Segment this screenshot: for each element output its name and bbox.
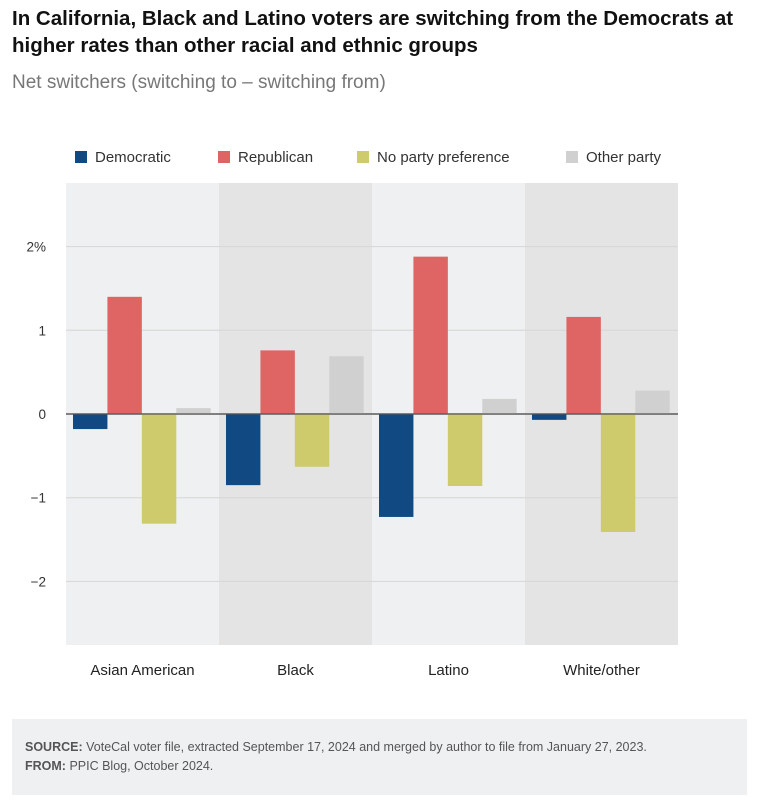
bar-democratic [379, 414, 414, 517]
legend-label: No party preference [377, 149, 510, 166]
source-label: SOURCE: [25, 740, 83, 754]
bar-other-party [329, 356, 364, 414]
bar-republican [260, 350, 295, 414]
y-tick-label: −2 [31, 574, 46, 589]
bar-democratic [73, 414, 108, 430]
bar-no-party-preference [600, 414, 636, 533]
legend-swatch [218, 151, 230, 163]
bar-republican [413, 256, 448, 414]
legend-label: Democratic [95, 149, 171, 166]
y-tick-label: −1 [31, 491, 46, 506]
from-text: PPIC Blog, October 2024. [65, 759, 214, 773]
y-tick-label: 1 [38, 323, 46, 338]
bar-other-party [482, 398, 517, 414]
legend-label: Republican [238, 149, 313, 166]
bar-democratic [532, 414, 567, 420]
bar-republican [566, 316, 601, 414]
x-tick-label: Asian American [90, 662, 194, 679]
bar-democratic [226, 414, 261, 486]
y-tick-label: 0 [38, 407, 46, 422]
x-tick-label: Latino [428, 662, 469, 679]
legend-swatch [75, 151, 87, 163]
x-tick-label: White/other [563, 662, 640, 679]
bar-other-party [176, 408, 211, 414]
bar-no-party-preference [447, 414, 483, 486]
legend-swatch [357, 151, 369, 163]
x-tick-label: Black [277, 662, 314, 679]
legend-swatch [566, 151, 578, 163]
bar-other-party [635, 390, 670, 414]
bar-chart: 2% 1 0 −1 −2 Asian American Black Latino White/o… [26, 149, 678, 679]
bar-no-party-preference [141, 414, 177, 524]
legend-label: Other party [586, 149, 662, 166]
source-note: SOURCE: VoteCal voter file, extracted Se… [12, 719, 747, 795]
source-text: VoteCal voter file, extracted September … [82, 740, 647, 754]
chart-title: In California, Black and Latino voters a… [12, 7, 734, 57]
bar-no-party-preference [294, 414, 330, 467]
bar-republican [107, 296, 142, 414]
y-tick-label: 2% [26, 240, 46, 255]
from-label: FROM: [25, 759, 66, 773]
chart-subtitle: Net switchers (switching to – switching … [12, 72, 386, 93]
